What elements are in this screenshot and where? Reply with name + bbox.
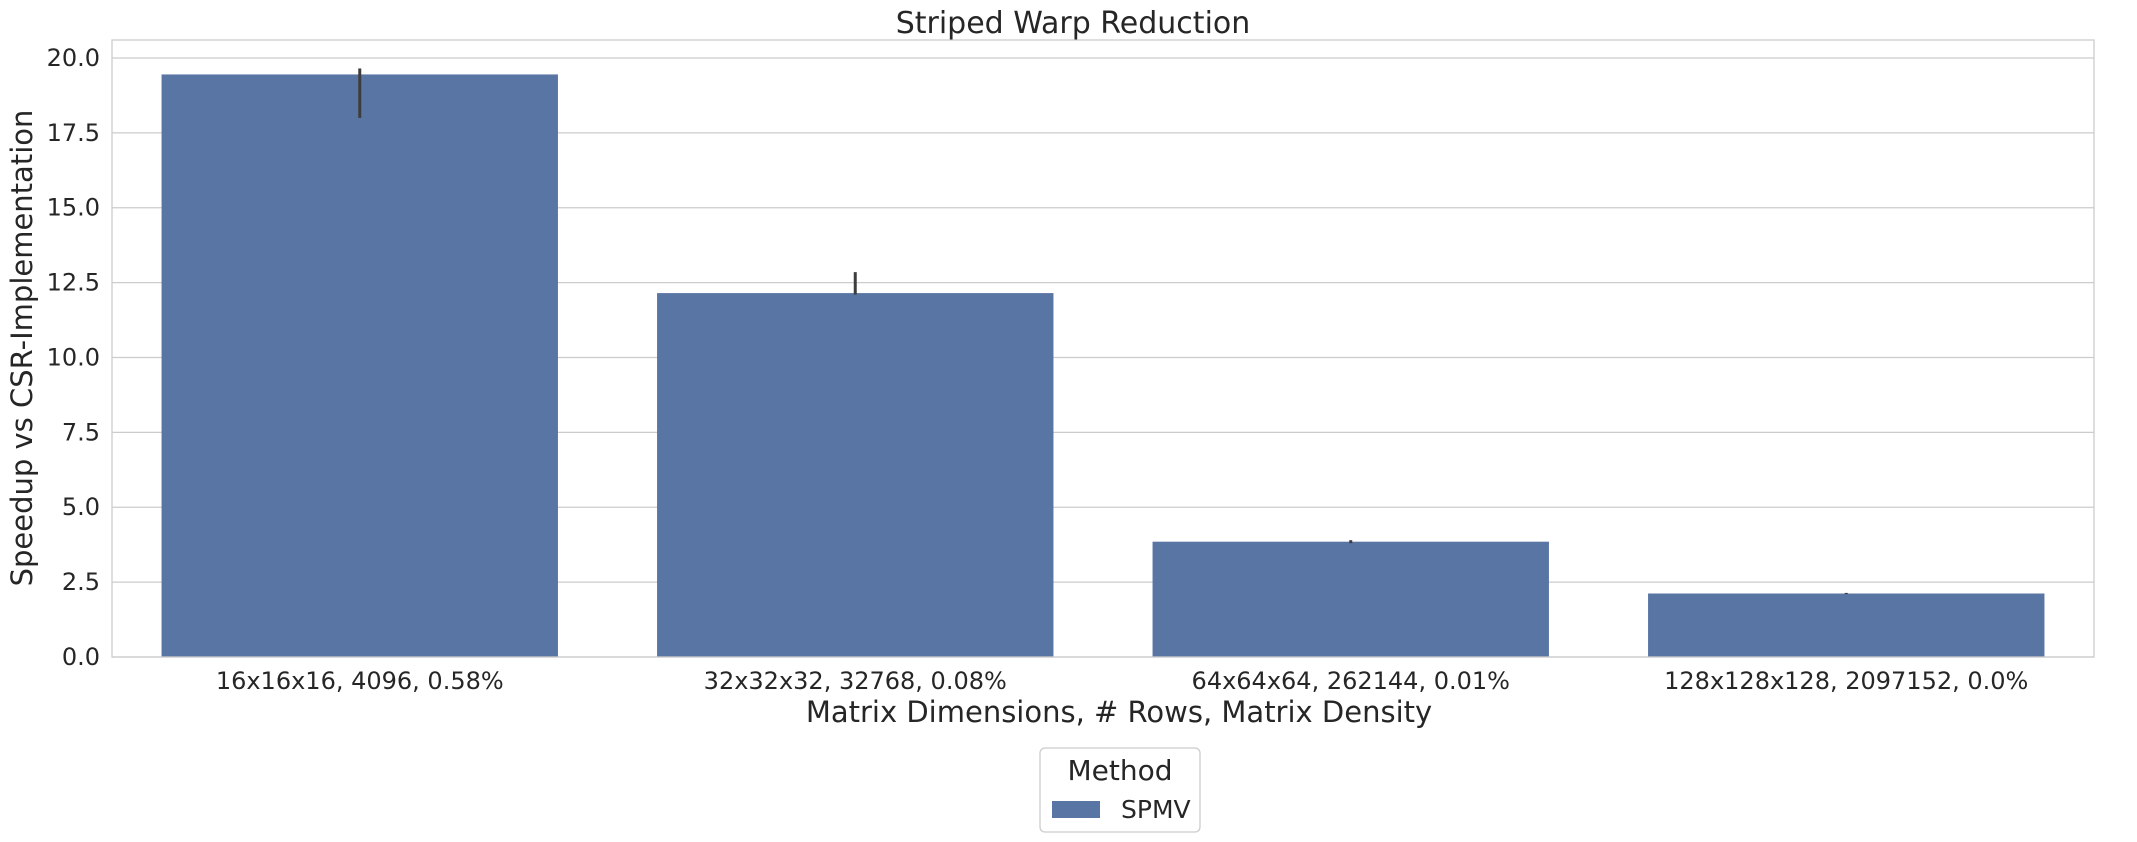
y-tick-label: 12.5 bbox=[47, 269, 100, 297]
legend-label: SPMV bbox=[1121, 795, 1191, 824]
x-tick-label: 128x128x128, 2097152, 0.0% bbox=[1664, 667, 2028, 695]
bar bbox=[1152, 541, 1549, 657]
y-tick-label: 0.0 bbox=[62, 643, 100, 671]
chart-title: Striped Warp Reduction bbox=[896, 6, 1251, 41]
x-tick-label: 64x64x64, 262144, 0.01% bbox=[1192, 667, 1510, 695]
bar bbox=[1648, 593, 2045, 657]
y-tick-label: 7.5 bbox=[62, 418, 100, 446]
y-tick-label: 2.5 bbox=[62, 568, 100, 596]
x-tick-labels: 16x16x16, 4096, 0.58% 32x32x32, 32768, 0.… bbox=[216, 667, 2029, 695]
bar bbox=[161, 74, 558, 658]
error-bars bbox=[358, 68, 1848, 595]
y-tick-labels: 0.0 2.5 5.0 7.5 10.0 12.5 15.0 17.5 20.0 bbox=[47, 44, 100, 671]
y-tick-label: 10.0 bbox=[47, 343, 100, 371]
x-axis-label: Matrix Dimensions, # Rows, Matrix Densit… bbox=[806, 695, 1432, 729]
y-tick-label: 17.5 bbox=[47, 119, 100, 147]
y-tick-label: 15.0 bbox=[47, 194, 100, 222]
legend: Method SPMV bbox=[1039, 747, 1201, 833]
x-tick-label: 32x32x32, 32768, 0.08% bbox=[704, 667, 1007, 695]
bars bbox=[161, 74, 2045, 658]
bar bbox=[657, 293, 1054, 657]
x-tick-label: 16x16x16, 4096, 0.58% bbox=[216, 667, 504, 695]
plot-frame bbox=[111, 39, 2095, 658]
y-tick-label: 5.0 bbox=[62, 493, 100, 521]
y-axis-label: Speedup vs CSR-Implementation bbox=[5, 110, 39, 587]
y-tick-label: 20.0 bbox=[47, 44, 100, 72]
legend-title: Method bbox=[1067, 754, 1172, 787]
legend-swatch bbox=[1052, 801, 1100, 818]
